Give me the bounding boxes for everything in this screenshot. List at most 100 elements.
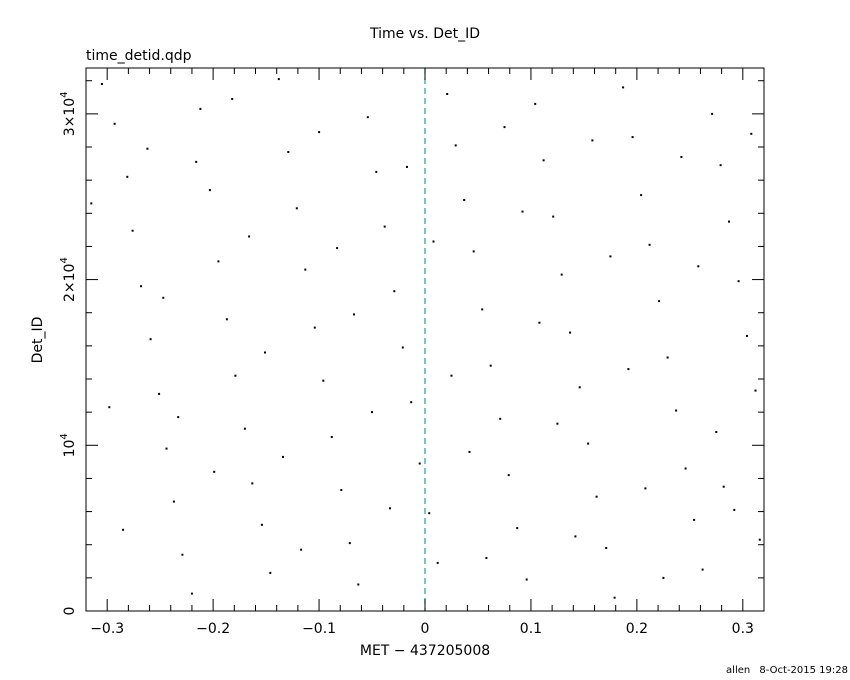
x-tick-label: 0.2 [626,621,648,637]
data-point [131,229,134,232]
data-point [149,338,152,341]
data-point [393,290,396,293]
data-point [231,98,234,100]
data-point [140,285,143,288]
data-point [711,112,714,115]
data-point [472,250,475,253]
chart-title: Time vs. Det_ID [369,26,480,42]
data-point [282,455,284,458]
data-point [108,406,111,409]
data-point [304,268,307,271]
y-tick-label: 3×104 [59,91,78,136]
data-point [158,392,161,395]
data-point [248,235,251,238]
data-point [591,139,594,142]
data-point [126,175,129,178]
x-tick-label: −0.1 [302,621,336,637]
data-point [277,78,280,81]
data-point [648,243,651,246]
x-axis-label: MET − 437205008 [360,643,490,659]
data-point [754,389,757,392]
data-point [516,527,519,530]
data-point [503,126,506,129]
footer-timestamp: 8-Oct-2015 19:28 [759,665,848,676]
data-point [366,116,369,119]
data-point [560,273,563,276]
data-point [454,144,457,147]
data-point [318,131,321,134]
data-point [538,321,541,324]
data-point [353,313,355,316]
data-point [662,576,665,579]
data-point [605,547,608,549]
data-point [418,462,421,465]
data-point [190,592,193,595]
data-point [146,147,149,150]
x-axis: −0.3 −0.2 −0.1 0 0.1 0.2 0.3 [85,68,765,637]
data-point [295,207,298,210]
data-point [733,508,736,511]
data-point [383,225,386,228]
data-point [375,170,378,173]
data-point [287,151,290,153]
data-point [162,296,165,299]
data-point [450,374,453,377]
data-point [300,548,303,551]
data-point [348,542,351,545]
data-point [260,523,263,526]
data-point [357,583,360,586]
footer-stamp: allen 8-Oct-2015 19:28 [726,665,848,676]
data-point [587,442,590,445]
data-point [758,538,761,541]
data-point [701,568,704,571]
data-point [213,470,216,473]
y-tick-label: 104 [59,433,78,457]
data-point [322,379,325,382]
data-point [336,247,339,250]
data-point [371,411,373,414]
footer-user: allen [726,665,750,676]
data-point [640,194,643,197]
data-point [251,482,254,485]
data-point [627,368,630,371]
data-point [552,215,555,218]
data-point [556,422,559,425]
data-point [722,485,725,488]
chart-subtitle: time_detid.qdp [86,48,192,64]
data-point [675,409,678,412]
data-point [428,512,431,515]
data-point [208,189,211,192]
y-axis-label: Det_ID [30,317,46,364]
x-tick-label: 0.1 [520,621,542,637]
data-point [177,416,180,419]
data-point [525,578,528,581]
data-point [569,331,572,334]
data-point [499,417,502,420]
data-point [622,86,625,89]
data-point [243,427,246,430]
data-point [719,164,722,167]
data-point [481,308,484,311]
data-point [389,507,391,510]
data-point [609,255,612,258]
data-point [613,596,616,599]
data-point [534,102,537,105]
x-tick-label: 0 [421,621,430,637]
data-point [521,210,524,213]
data-point [658,300,661,303]
data-point [436,561,439,564]
x-tick-label: 0.3 [732,621,754,637]
data-point [410,401,413,404]
data-point [195,160,198,163]
data-point [234,374,237,377]
data-point [113,122,116,125]
data-point [432,240,435,243]
data-point [666,356,669,359]
y-tick-label: 0 [62,607,78,616]
data-point [737,280,740,283]
data-point [684,467,687,470]
data-point [631,136,634,139]
data-point [574,535,577,538]
data-point [269,571,272,574]
